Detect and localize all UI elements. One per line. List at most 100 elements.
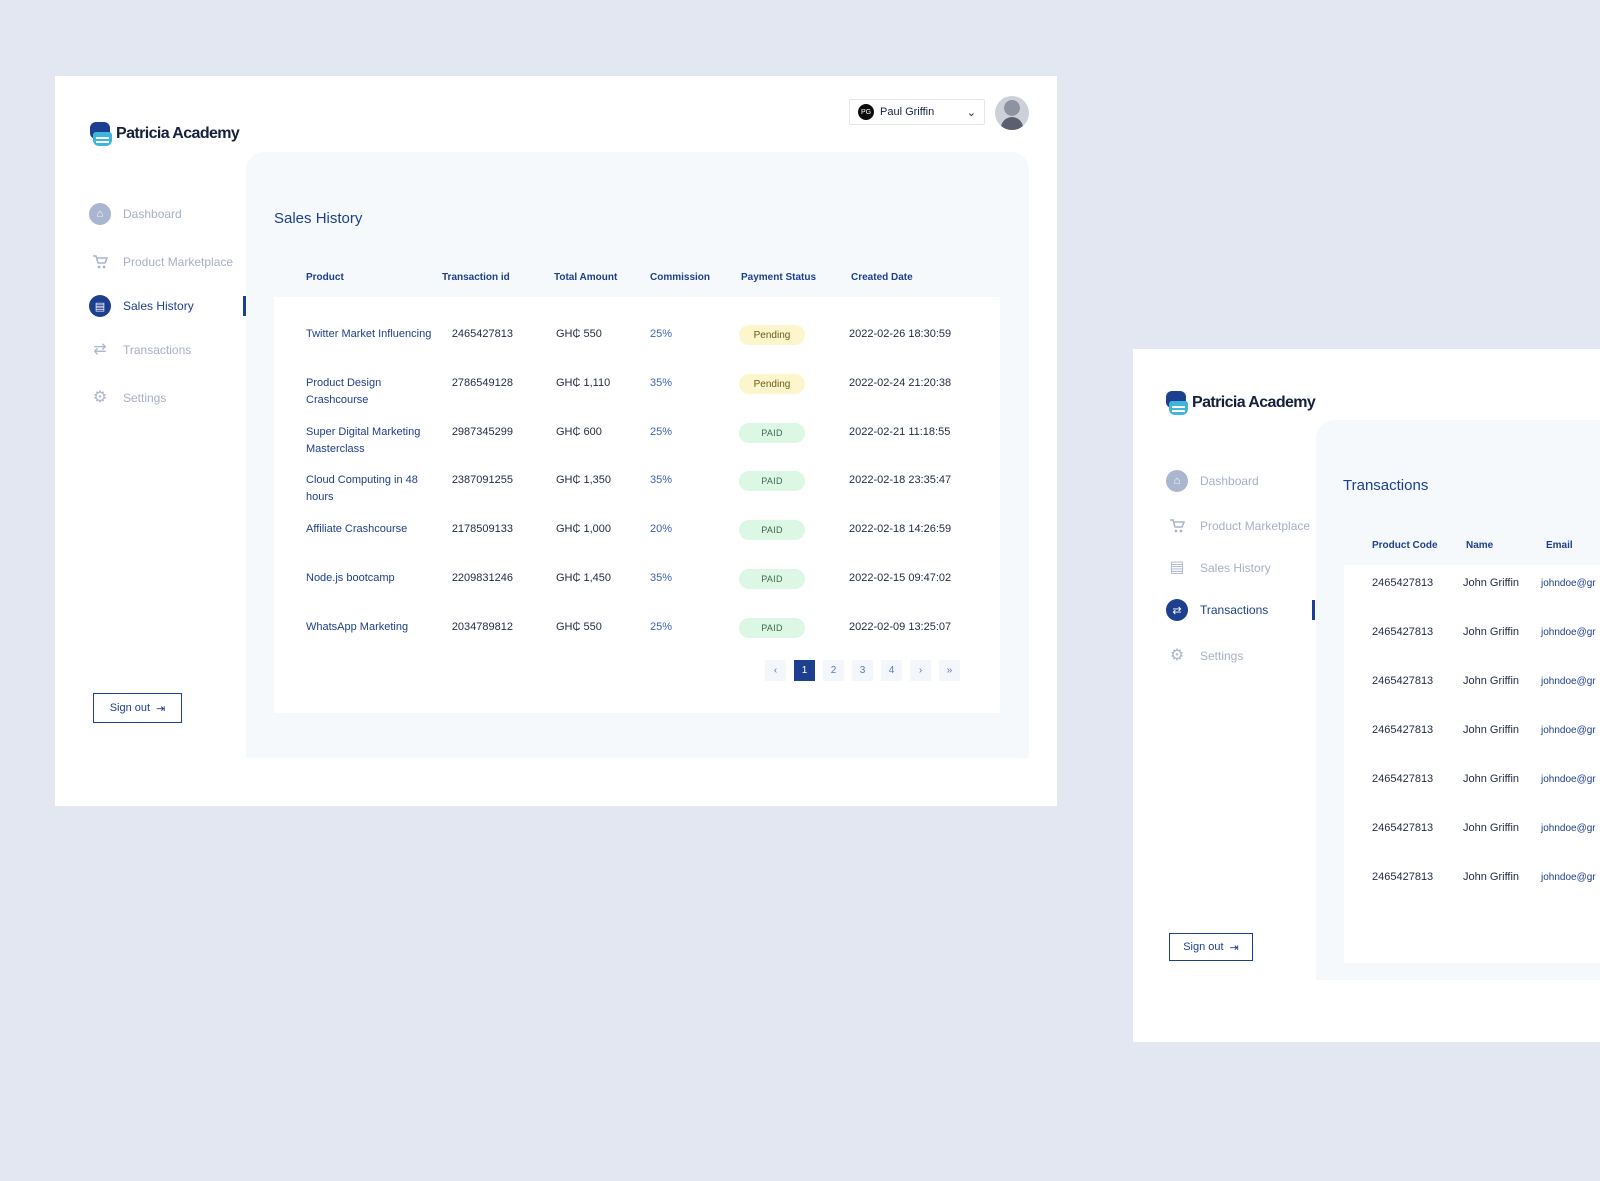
- column-header[interactable]: Created Date: [851, 272, 913, 283]
- home-icon: ⌂: [89, 203, 111, 225]
- product-name[interactable]: Twitter Market Influencing: [306, 328, 432, 340]
- created-date: 2022-02-18 23:35:47: [849, 474, 952, 486]
- sidebar-item-label: Product Marketplace: [123, 255, 234, 269]
- sidebar-item-sales-history[interactable]: ▤ Sales History: [89, 294, 194, 318]
- commission: 20%: [650, 523, 673, 535]
- gear-icon: ⚙: [92, 389, 108, 406]
- table-row[interactable]: Node.js bootcamp 2209831246 GH₵ 1,450 35…: [274, 569, 1000, 616]
- product-name[interactable]: Affiliate Crashcourse: [306, 523, 408, 535]
- customer-email[interactable]: johndoe@gr: [1541, 578, 1596, 589]
- page-button[interactable]: 2: [823, 660, 844, 681]
- product-code: 2465427813: [1372, 822, 1434, 834]
- product-name[interactable]: WhatsApp Marketing: [306, 621, 409, 633]
- table-row[interactable]: Product Design Crashcourse 2786549128 GH…: [274, 374, 1000, 421]
- page-button[interactable]: 1: [794, 660, 815, 681]
- sidebar-item-label: Transactions: [123, 343, 192, 357]
- chevron-right-icon[interactable]: ›: [910, 660, 931, 681]
- commission: 35%: [650, 474, 673, 486]
- sidebar-item-transactions[interactable]: ⇄ Transactions: [1166, 598, 1268, 622]
- transaction-id: 2387091255: [451, 474, 513, 486]
- sidebar-item-transactions[interactable]: ⇄ Transactions: [89, 338, 191, 362]
- customer-email[interactable]: johndoe@gr: [1541, 872, 1596, 883]
- swap-icon: ⇄: [93, 341, 107, 358]
- customer-email[interactable]: johndoe@gr: [1541, 823, 1596, 834]
- customer-name: John Griffin: [1463, 871, 1520, 883]
- table-row[interactable]: Super Digital Marketing Masterclass 2987…: [274, 423, 1000, 470]
- customer-email[interactable]: johndoe@gr: [1541, 774, 1596, 785]
- brand-name: Patricia Academy: [1192, 394, 1316, 411]
- product-code: 2465427813: [1372, 724, 1434, 736]
- chevron-down-icon: ⌄: [966, 106, 976, 119]
- page-title: Transactions: [1343, 477, 1429, 494]
- brand-logo[interactable]: Patricia Academy: [90, 122, 240, 146]
- sidebar-item-dashboard[interactable]: ⌂ Dashboard: [1166, 469, 1259, 493]
- product-code: 2465427813: [1372, 577, 1434, 589]
- double-chevron-right-icon[interactable]: »: [939, 660, 960, 681]
- table-row[interactable]: 2465427813 John Griffin johndoe@gr: [1344, 771, 1600, 817]
- sidebar-item-sales-history[interactable]: ▤ Sales History: [1166, 556, 1270, 580]
- sidebar-item-dashboard[interactable]: ⌂ Dashboard: [89, 202, 182, 226]
- customer-name: John Griffin: [1463, 773, 1520, 785]
- page-button[interactable]: 3: [852, 660, 873, 681]
- total-amount: GH₵ 1,000: [556, 523, 612, 535]
- column-header[interactable]: Product: [306, 272, 344, 283]
- status-badge: PAID: [739, 423, 805, 443]
- table-row[interactable]: 2465427813 John Griffin johndoe@gr: [1344, 722, 1600, 768]
- column-header[interactable]: Commission: [650, 272, 711, 283]
- column-header[interactable]: Transaction id: [442, 272, 510, 283]
- sign-out-button[interactable]: Sign out ⇥: [1169, 933, 1253, 961]
- chevron-left-icon[interactable]: ‹: [765, 660, 786, 681]
- table-row[interactable]: Affiliate Crashcourse 2178509133 GH₵ 1,0…: [274, 520, 1000, 567]
- sidebar-item-settings[interactable]: ⚙ Settings: [1166, 644, 1244, 668]
- customer-name: John Griffin: [1463, 675, 1520, 687]
- column-header[interactable]: Payment Status: [741, 272, 817, 283]
- column-header[interactable]: Name: [1466, 540, 1494, 551]
- table-row[interactable]: WhatsApp Marketing 2034789812 GH₵ 550 25…: [274, 618, 1000, 665]
- column-header[interactable]: Total Amount: [554, 272, 618, 283]
- logo-icon: [1166, 391, 1188, 415]
- customer-email[interactable]: johndoe@gr: [1541, 676, 1596, 687]
- table-row[interactable]: 2465427813 John Griffin johndoe@gr: [1344, 869, 1600, 915]
- page-title: Sales History: [274, 210, 363, 227]
- status-badge: PAID: [739, 618, 805, 638]
- customer-email[interactable]: johndoe@gr: [1541, 725, 1596, 736]
- status-badge: PAID: [739, 471, 805, 491]
- transaction-id: 2209831246: [451, 572, 513, 584]
- table-row[interactable]: 2465427813 John Griffin johndoe@gr: [1344, 624, 1600, 670]
- sign-out-label: Sign out: [1183, 941, 1224, 953]
- brand-logo[interactable]: Patricia Academy: [1166, 391, 1316, 415]
- product-code: 2465427813: [1372, 675, 1434, 687]
- sidebar-item-label: Dashboard: [1200, 474, 1259, 488]
- product-code: 2465427813: [1372, 626, 1434, 638]
- table-row[interactable]: 2465427813 John Griffin johndoe@gr: [1344, 575, 1600, 621]
- created-date: 2022-02-21 11:18:55: [849, 426, 951, 438]
- column-header[interactable]: Email: [1546, 540, 1573, 551]
- table-row[interactable]: 2465427813 John Griffin johndoe@gr: [1344, 820, 1600, 866]
- column-header[interactable]: Product Code: [1372, 540, 1438, 551]
- table-row[interactable]: Cloud Computing in 48 hours 2387091255 G…: [274, 471, 1000, 518]
- sidebar-item-label: Dashboard: [123, 207, 182, 221]
- content-panel: Transactions Product Code Name Email 246…: [1316, 420, 1600, 980]
- logout-icon: ⇥: [1229, 941, 1239, 954]
- table-row[interactable]: Twitter Market Influencing 2465427813 GH…: [274, 325, 1000, 372]
- sidebar-item-marketplace[interactable]: Product Marketplace: [89, 250, 233, 274]
- product-name[interactable]: Super Digital Marketing Masterclass: [306, 426, 421, 455]
- status-badge: PAID: [739, 569, 805, 589]
- status-badge: Pending: [739, 374, 805, 394]
- sidebar-item-label: Settings: [1200, 649, 1244, 663]
- home-icon: ⌂: [1166, 470, 1188, 492]
- avatar[interactable]: [995, 96, 1029, 130]
- product-name[interactable]: Node.js bootcamp: [306, 572, 395, 584]
- customer-name: John Griffin: [1463, 577, 1520, 589]
- page-button[interactable]: 4: [881, 660, 902, 681]
- customer-name: John Griffin: [1463, 724, 1520, 736]
- table-row[interactable]: 2465427813 John Griffin johndoe@gr: [1344, 673, 1600, 719]
- user-dropdown[interactable]: PG Paul Griffin ⌄: [849, 99, 985, 125]
- product-name[interactable]: Product Design Crashcourse: [306, 377, 382, 406]
- sidebar-item-marketplace[interactable]: Product Marketplace: [1166, 514, 1310, 538]
- sidebar-item-settings[interactable]: ⚙ Settings: [89, 386, 167, 410]
- sign-out-button[interactable]: Sign out ⇥: [93, 693, 182, 723]
- receipt-icon: ▤: [1169, 559, 1185, 576]
- product-name[interactable]: Cloud Computing in 48 hours: [306, 474, 418, 503]
- customer-email[interactable]: johndoe@gr: [1541, 627, 1596, 638]
